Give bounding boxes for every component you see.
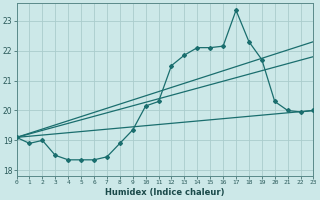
X-axis label: Humidex (Indice chaleur): Humidex (Indice chaleur) xyxy=(105,188,225,197)
